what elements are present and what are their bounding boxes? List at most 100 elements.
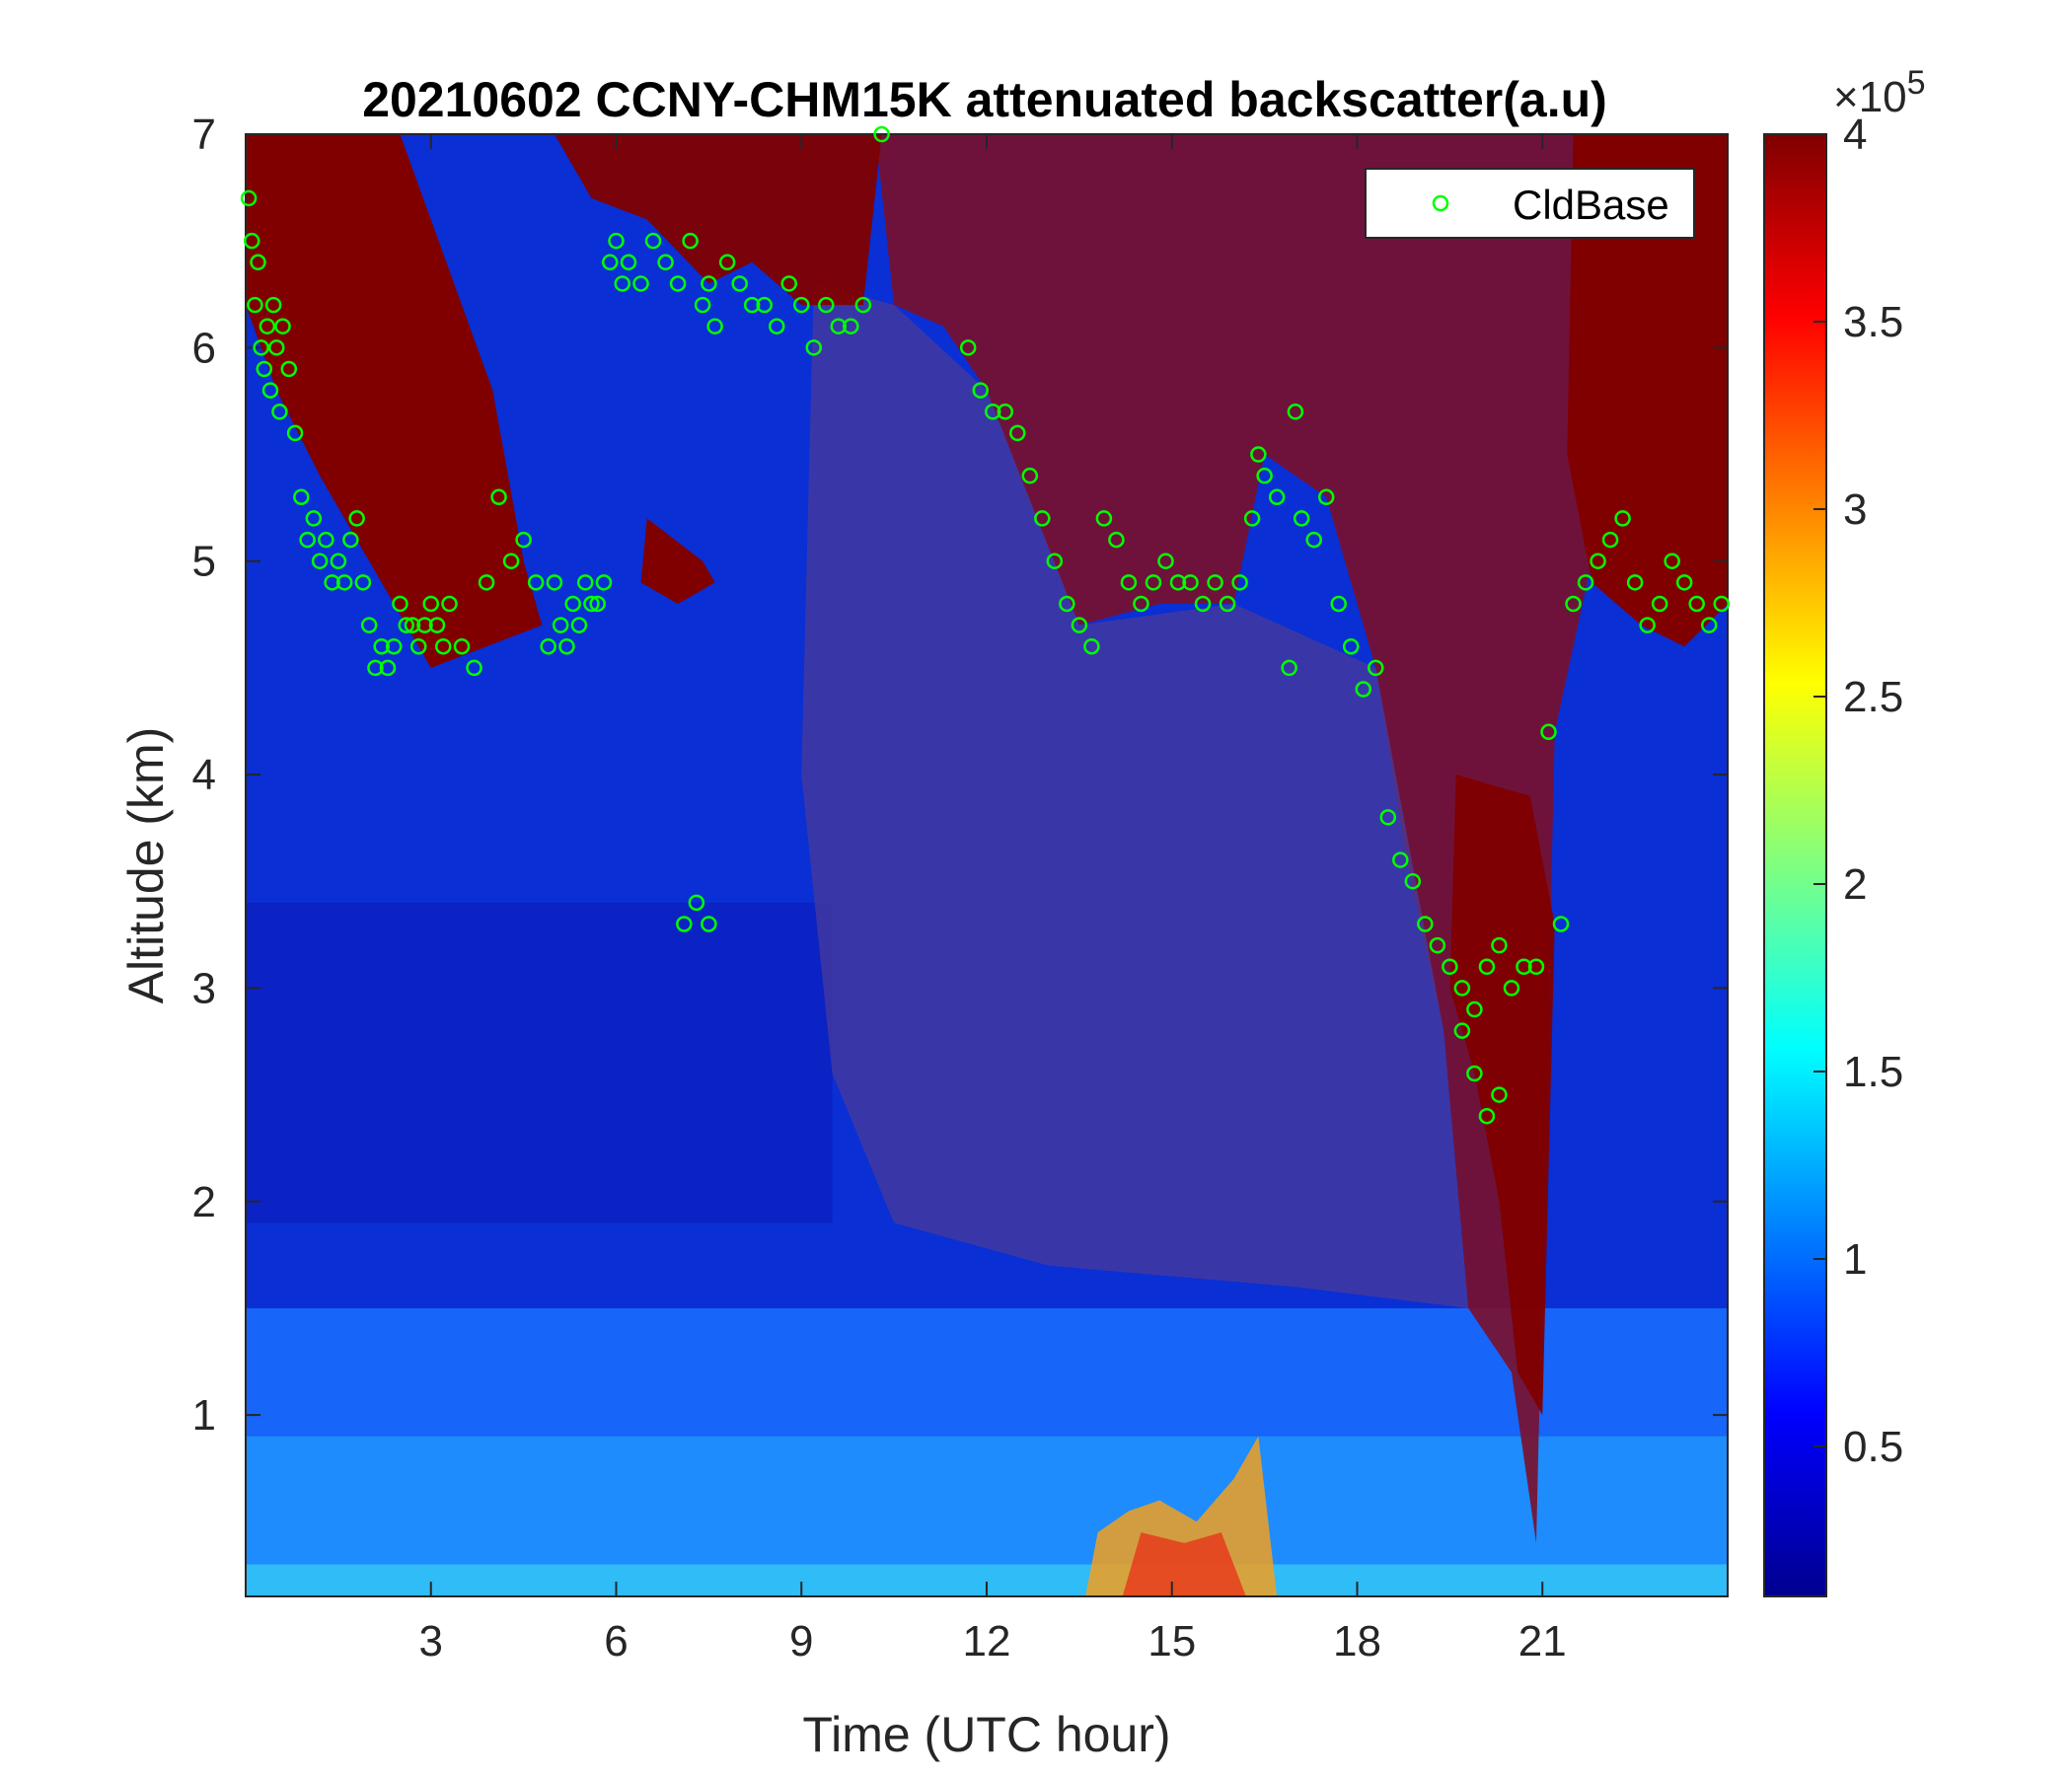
cldbase-point [268,339,285,356]
y-tick-label: 3 [192,964,216,1012]
cldbase-point [608,232,625,250]
cldbase-point [367,659,384,677]
cldbase-point [392,595,408,613]
cldbase-point [324,574,340,591]
x-tick-label: 12 [963,1617,1011,1665]
cldbase-point [261,382,279,399]
cldbase-point [1675,574,1693,591]
chart-title: 20210602 CCNY-CHM15K attenuated backscat… [362,72,1607,127]
cldbase-point [1466,1000,1483,1018]
cldbase-point [1059,595,1075,613]
cldbase-point [1034,510,1051,527]
cldbase-point [843,318,859,334]
cldbase-point [453,637,471,655]
cldbase-point [688,894,705,912]
cldbase-point [240,189,258,207]
x-tick-label: 6 [604,1617,628,1665]
cldbase-point [1046,553,1064,569]
cldbase-point [354,574,372,591]
cldbase-point [398,617,414,633]
cldbase-point [1590,553,1606,569]
cldbase-point [1145,574,1162,591]
cldbase-point [818,296,835,314]
cldbase-point [348,510,365,527]
cldbase-point [1317,488,1335,506]
cldbase-point [1009,424,1026,442]
cldbase-point [1379,809,1397,826]
cldbase-point [264,296,282,314]
cldbase-point [422,595,439,613]
cldbase-point [854,296,872,314]
cldbase-point [805,339,823,356]
cldbase-point [743,296,761,314]
cldbase-point [873,125,890,143]
cldbase-point [1478,1107,1496,1125]
cldbase-point [1478,958,1496,976]
cldbase-point [502,553,520,569]
cldbase-point [1404,872,1422,890]
cldbase-point [1071,617,1088,633]
cldbase-point [1688,595,1705,613]
cldbase-point [1169,574,1187,591]
cldbase-point [589,595,606,613]
cldbase-point [558,637,575,655]
heatmap-noisy-region [801,283,1469,1308]
cldbase-point [657,254,674,271]
cldbase-point [632,275,649,292]
cldbase-point [435,637,452,655]
cldbase-point [1231,574,1248,591]
cldbase-point [997,404,1014,420]
cldbase-point [669,275,687,292]
cldbase-point [466,659,482,677]
cldbase-point [404,617,421,633]
cldbase-point [490,488,507,506]
cldbase-point [1342,637,1360,655]
cldbase-point [286,424,304,442]
legend: CldBase [1365,168,1695,239]
x-tick-label: 18 [1333,1617,1381,1665]
colorbar: 0.5 1 1.5 2 2.5 3 3.5 4 ×105 [1763,64,1926,1597]
colorbar-ticks: 0.5 1 1.5 2 2.5 3 3.5 4 [1813,111,1903,1471]
cldbase-point [694,296,711,314]
y-tick-label: 5 [192,538,216,586]
cldbase-point [1268,488,1286,506]
cldbase-point [583,595,600,613]
cldbase-point [379,659,397,677]
y-tick-label: 6 [192,324,216,372]
cldbase-point [250,254,266,271]
x-axis-label: Time (UTC hour) [802,1707,1170,1762]
cldbase-point [1552,916,1570,932]
cldbase-point [1287,404,1304,420]
colorbar-tick-label: 0.5 [1843,1423,1903,1471]
cldbase-point [601,254,619,271]
heatmap-cloud-shaft [1449,775,1555,1416]
cldbase-point [293,488,310,506]
cldbase-point [1330,595,1347,613]
heatmap-dark-band [246,902,833,1223]
cldbase-point [972,382,989,399]
colorbar-gradient [1763,133,1827,1597]
x-axis-ticks: 3 6 9 12 15 18 21 [419,134,1567,1665]
cldbase-point [1516,958,1532,976]
cldbase-point [416,617,433,633]
cldbase-point [1355,681,1372,698]
cldbase-point [595,574,613,591]
colorbar-exponent: ×105 [1833,64,1926,121]
cldbase-point [360,617,378,633]
cldbase-point [1503,980,1520,997]
cldbase-point [244,232,260,250]
cldbase-point [701,916,717,932]
cldbase-point [1194,595,1212,613]
cldbase-point [1639,617,1656,633]
cldbase-point [1281,659,1297,677]
cldbase-point [1305,531,1322,549]
legend-label-cldbase: CldBase [1513,182,1669,228]
cldbase-point [676,916,693,932]
cldbase-point [259,318,276,334]
y-axis-ticks: 1 2 3 4 5 6 7 [192,111,1728,1440]
backscatter-heatmap [246,134,1728,1596]
cldbase-point [780,275,797,292]
cldbase-point [1133,595,1149,613]
